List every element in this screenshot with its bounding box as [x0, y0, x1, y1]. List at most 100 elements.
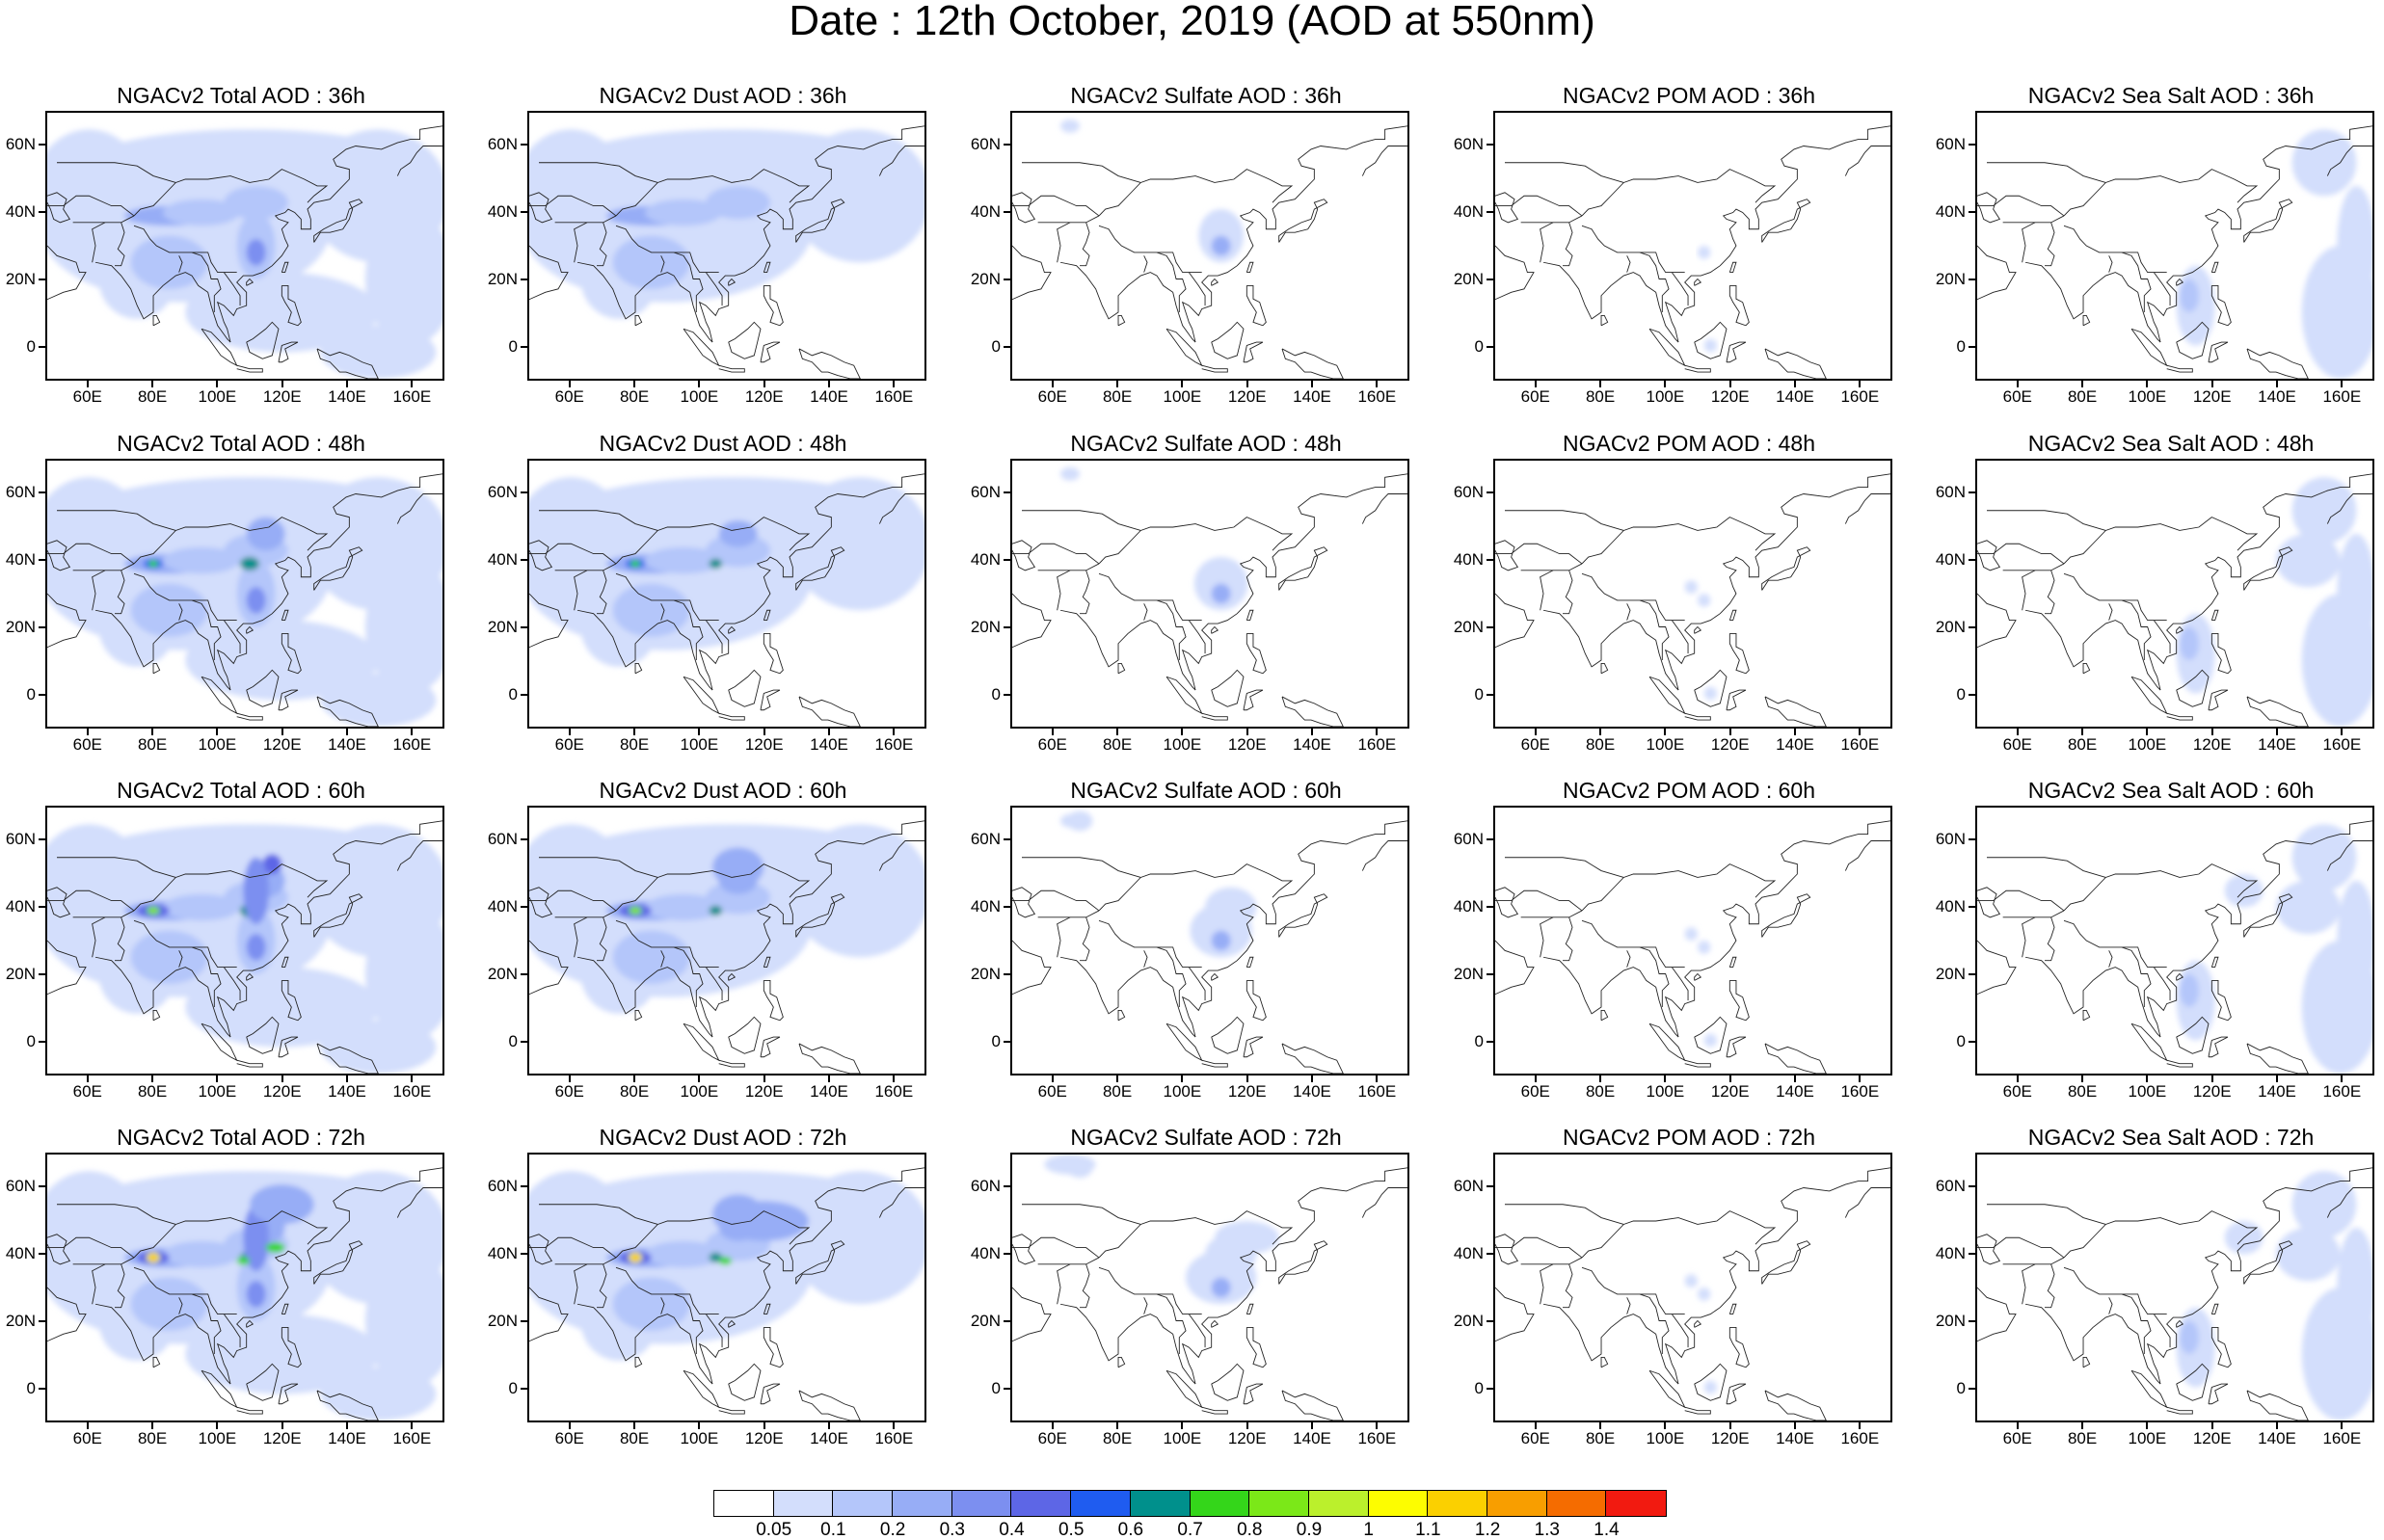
coastline	[133, 517, 329, 565]
longitude-tick	[1311, 381, 1314, 387]
coastline	[2022, 916, 2036, 958]
coastline	[1977, 245, 2017, 301]
longitude-tick-label: 60E	[2002, 735, 2032, 754]
latitude-tick-label: 60N	[970, 830, 1001, 848]
coastline	[2243, 199, 2293, 243]
latitude-tick-label: 60N	[1453, 830, 1484, 848]
latitude-tick	[1487, 973, 1493, 975]
coastline	[2176, 321, 2210, 359]
longitude-tick	[1728, 381, 1731, 387]
latitude-tick-label: 60N	[487, 1177, 518, 1195]
coastline	[1987, 857, 2106, 878]
aod-patch	[571, 129, 893, 197]
latitude-tick-label: 20N	[487, 270, 518, 288]
map-panel: NGACv2 POM AOD : 60h 60N 40N 20N 0 60E 80E 100E…	[1448, 777, 1906, 1104]
longitude-tick	[2016, 381, 2019, 387]
coastline	[798, 1390, 861, 1421]
aod-patch	[185, 272, 379, 353]
coastline	[1684, 1059, 1711, 1068]
latitude-tick-label: 40N	[970, 202, 1001, 221]
coastline	[1648, 328, 1686, 367]
latitude-tick	[521, 1041, 527, 1043]
latitude-tick-label: 40N	[487, 897, 518, 916]
coastline	[1726, 341, 1747, 363]
coastline	[673, 1293, 704, 1354]
aod-map	[1012, 1155, 1407, 1421]
latitude-tick-label: 0	[1956, 337, 1966, 356]
longitude-tick-label: 60E	[1037, 1429, 1067, 1447]
coastline	[152, 315, 161, 327]
coastline	[2176, 625, 2184, 634]
longitude-tick-label: 140E	[2258, 387, 2296, 406]
aod-patch	[2180, 279, 2199, 312]
latitude-tick	[1969, 626, 1975, 628]
coastline	[1563, 1263, 1573, 1309]
longitude-tick-label: 120E	[2192, 735, 2232, 754]
coastline	[1059, 609, 1196, 691]
coastline	[57, 162, 176, 183]
coastline	[57, 1204, 176, 1225]
coastline	[705, 1314, 723, 1348]
longitude-tick-label: 140E	[1293, 1429, 1331, 1447]
coastline	[1181, 125, 1407, 343]
longitude-tick-label: 60E	[2002, 1082, 2032, 1101]
coastline	[316, 696, 379, 727]
aod-patch	[163, 893, 240, 921]
coastline	[1281, 1043, 1344, 1074]
coastline	[718, 712, 745, 721]
latitude-tick-label: 20N	[1935, 270, 1966, 288]
coastline	[683, 328, 720, 367]
coastlines	[529, 125, 924, 379]
longitude-tick	[633, 729, 636, 735]
coastline	[1495, 887, 1519, 918]
longitude-tick	[2016, 1422, 2019, 1429]
map-panel: NGACv2 Dust AOD : 36h 60N 40N 20N 0 60E 80E 100…	[482, 82, 940, 410]
coastline	[133, 1266, 237, 1315]
panel-title: NGACv2 POM AOD : 48h	[1562, 431, 1816, 456]
longitude-tick-label: 140E	[328, 387, 366, 406]
longitude-tick	[216, 729, 219, 735]
coastline	[1977, 540, 2001, 571]
coastline	[1764, 1390, 1827, 1421]
longitude-tick	[1376, 729, 1379, 735]
coastline	[1728, 261, 1737, 274]
coastline	[2063, 1210, 2259, 1259]
coastline	[92, 1263, 106, 1305]
aod-patch	[2276, 880, 2341, 935]
coastline	[1495, 1287, 1535, 1342]
coastline	[634, 1010, 643, 1022]
colorbar-label: 0.9	[1296, 1520, 1323, 1540]
coastline	[1977, 1234, 2001, 1265]
aod-shading	[2176, 1171, 2372, 1421]
latitude-tick	[39, 1041, 45, 1043]
coastlines	[1977, 1167, 2372, 1421]
map-panel: NGACv2 Sulfate AOD : 72h 60N 40N 20N 0 60E 80E…	[965, 1124, 1423, 1451]
coastline	[1540, 1263, 1554, 1305]
longitude-tick	[763, 729, 765, 735]
coastline	[576, 261, 713, 343]
latitude-tick-label: 20N	[970, 965, 1001, 983]
latitude-tick	[39, 1320, 45, 1322]
aod-patch	[612, 235, 690, 289]
coastline	[1188, 967, 1206, 1001]
longitude-tick	[1376, 381, 1379, 387]
aod-patch	[645, 546, 722, 574]
aod-patch	[130, 1277, 208, 1331]
longitude-tick	[1794, 729, 1797, 735]
coastline	[2243, 893, 2293, 938]
coastline	[281, 956, 289, 969]
longitude-tick-label: 160E	[874, 1082, 914, 1101]
longitude-tick	[893, 1422, 896, 1429]
coastline	[795, 1240, 845, 1285]
coastline	[1728, 632, 1750, 675]
coastline	[1165, 1369, 1203, 1409]
longitude-tick	[1116, 1075, 1119, 1082]
coastline	[1022, 857, 1141, 878]
coastline	[223, 620, 241, 654]
longitude-tick-label: 80E	[137, 1429, 168, 1447]
coastline	[1626, 950, 1631, 968]
coastline	[2146, 473, 2372, 691]
coastline	[178, 255, 183, 273]
coastlines	[529, 820, 924, 1074]
coastline	[57, 857, 176, 878]
